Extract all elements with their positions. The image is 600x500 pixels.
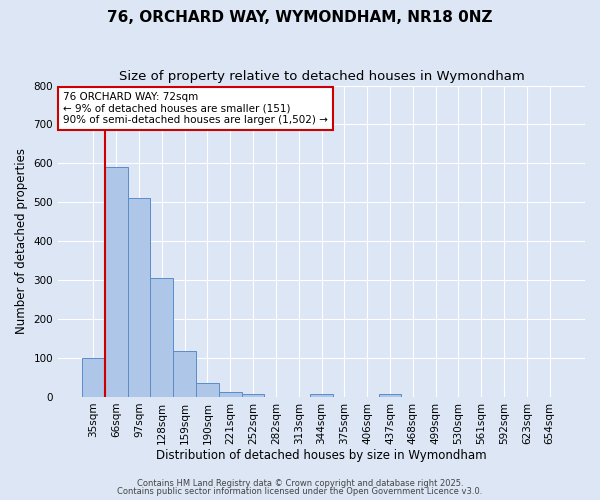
Title: Size of property relative to detached houses in Wymondham: Size of property relative to detached ho… — [119, 70, 524, 83]
Bar — [242, 394, 265, 397]
Text: Contains public sector information licensed under the Open Government Licence v3: Contains public sector information licen… — [118, 487, 482, 496]
Text: 76 ORCHARD WAY: 72sqm
← 9% of detached houses are smaller (151)
90% of semi-deta: 76 ORCHARD WAY: 72sqm ← 9% of detached h… — [64, 92, 328, 125]
Y-axis label: Number of detached properties: Number of detached properties — [15, 148, 28, 334]
Bar — [151, 278, 173, 397]
Bar — [219, 392, 242, 397]
Bar — [173, 351, 196, 397]
Bar — [105, 168, 128, 397]
Bar — [379, 394, 401, 397]
X-axis label: Distribution of detached houses by size in Wymondham: Distribution of detached houses by size … — [156, 450, 487, 462]
Bar — [82, 358, 105, 397]
Bar — [310, 394, 333, 397]
Text: Contains HM Land Registry data © Crown copyright and database right 2025.: Contains HM Land Registry data © Crown c… — [137, 478, 463, 488]
Bar — [128, 198, 151, 397]
Bar — [196, 383, 219, 397]
Text: 76, ORCHARD WAY, WYMONDHAM, NR18 0NZ: 76, ORCHARD WAY, WYMONDHAM, NR18 0NZ — [107, 10, 493, 25]
